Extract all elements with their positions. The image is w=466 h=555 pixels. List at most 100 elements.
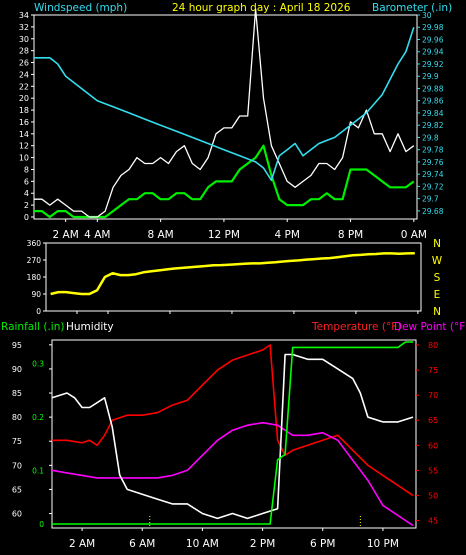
windspeed-legend: Windspeed (mph) — [34, 2, 127, 14]
left-axis-tick-label: 6 — [24, 177, 29, 186]
temp-axis-tick-label: 75 — [428, 366, 438, 375]
temp-axis-tick-label: 70 — [428, 391, 438, 400]
series-line-humidity — [51, 353, 414, 520]
barometer-legend: Barometer (.in) — [372, 2, 452, 14]
direction-axis-tick-label: 180 — [27, 273, 42, 282]
x-axis-tick-label: 0 AM — [401, 229, 427, 241]
left-axis-tick-label: 16 — [19, 118, 29, 127]
right-axis-tick-label: 29.84 — [422, 109, 444, 118]
humidity-legend: Humidity — [66, 321, 114, 333]
series-line-wind-direction — [50, 251, 415, 296]
left-axis-tick-label: 12 — [19, 142, 29, 151]
right-axis-tick-label: 29.92 — [422, 60, 444, 69]
humidity-axis-tick-label: 65 — [12, 485, 22, 494]
right-axis-tick-label: 29.86 — [422, 97, 444, 106]
rain-axis-tick-label: 0 — [39, 520, 44, 529]
bottom-x-tick-label: 6 AM — [129, 538, 155, 550]
humidity-axis-tick-label: 90 — [12, 365, 22, 374]
bottom-x-tick-label: 2 PM — [250, 538, 275, 550]
humidity-axis-tick-label: 60 — [12, 510, 22, 519]
bottom-x-tick-label: 2 AM — [69, 538, 95, 550]
temperature-legend: Temperature (°F) — [311, 321, 401, 333]
series-line-dew — [51, 421, 414, 527]
compass-label: S — [434, 272, 441, 284]
right-axis-tick-label: 29.74 — [422, 170, 444, 179]
x-axis-tick-label: 12 PM — [208, 229, 240, 241]
left-axis-tick-label: 20 — [19, 94, 29, 103]
left-axis-tick-label: 8 — [24, 165, 29, 174]
right-axis-tick-label: 29.78 — [422, 146, 444, 155]
temp-axis-tick-label: 60 — [428, 441, 438, 450]
rainfall-legend: Rainfall (.in) — [1, 321, 64, 333]
direction-axis-tick-label: 360 — [27, 239, 42, 248]
right-axis-tick-label: 29.94 — [422, 48, 444, 57]
rain-axis-tick-label: 0.2 — [32, 413, 44, 422]
right-axis-tick-label: 29.98 — [422, 23, 444, 32]
humidity-axis-tick-label: 95 — [12, 341, 22, 350]
left-axis-tick-label: 0 — [24, 213, 29, 222]
x-axis-tick-label: 8 PM — [338, 229, 363, 241]
humidity-axis-tick-label: 80 — [12, 413, 22, 422]
x-axis-tick-label: 4 PM — [275, 229, 300, 241]
right-axis-tick-label: 29.9 — [422, 72, 439, 81]
temp-humidity-rain-chart: Rainfall (.in) Humidity Temperature (°F)… — [1, 321, 466, 550]
compass-label: N — [433, 306, 441, 318]
mid-plot-frame — [45, 242, 422, 312]
left-axis-tick-label: 22 — [19, 82, 29, 91]
direction-axis-tick-label: 270 — [27, 256, 42, 265]
left-axis-tick-label: 14 — [19, 130, 29, 139]
right-axis-tick-label: 29.82 — [422, 121, 444, 130]
series-line-wind_gust — [34, 8, 415, 218]
direction-axis-tick-label: 90 — [31, 290, 41, 299]
bottom-x-tick-label: 10 AM — [186, 538, 219, 550]
humidity-axis-tick-label: 70 — [12, 461, 22, 470]
right-axis-tick-label: 29.88 — [422, 84, 444, 93]
bottom-x-tick-label: 6 PM — [310, 538, 335, 550]
compass-label: E — [434, 289, 441, 301]
rain-axis-tick-label: 0.1 — [32, 466, 44, 475]
series-line-rain — [52, 341, 413, 525]
temp-axis-tick-label: 50 — [428, 491, 438, 500]
bottom-plot-frame — [51, 339, 417, 529]
humidity-axis-tick-label: 75 — [12, 437, 22, 446]
compass-label: N — [433, 238, 441, 250]
wind-barometer-chart: Windspeed (mph) 24 hour graph day : Apri… — [19, 2, 452, 241]
x-axis-tick-label: 2 AM — [53, 229, 79, 241]
left-axis-tick-label: 32 — [19, 23, 29, 32]
chart-title: 24 hour graph day : April 18 2026 — [172, 2, 351, 14]
dewpoint-legend: Dew Point (°F) — [394, 321, 466, 333]
temp-axis-tick-label: 80 — [428, 341, 438, 350]
temp-axis-tick-label: 65 — [428, 416, 438, 425]
series-line-wind_avg — [34, 144, 415, 219]
left-axis-tick-label: 4 — [24, 189, 29, 198]
right-axis-tick-label: 29.7 — [422, 195, 439, 204]
series-line-baro — [34, 26, 415, 182]
left-axis-tick-label: 2 — [24, 201, 29, 210]
right-axis-tick-label: 29.72 — [422, 182, 444, 191]
temp-axis-tick-label: 55 — [428, 466, 438, 475]
bottom-x-tick-label: 10 PM — [367, 538, 399, 550]
humidity-axis-tick-label: 85 — [12, 389, 22, 398]
left-axis-tick-label: 24 — [19, 70, 29, 79]
left-axis-tick-label: 34 — [19, 11, 29, 20]
left-axis-tick-label: 26 — [19, 59, 29, 68]
rain-axis-tick-label: 0.3 — [32, 359, 44, 368]
top-plot-frame — [33, 14, 418, 220]
right-axis-tick-label: 30 — [422, 11, 432, 20]
x-axis-tick-label: 8 AM — [147, 229, 173, 241]
right-axis-tick-label: 29.8 — [422, 133, 439, 142]
left-axis-tick-label: 18 — [19, 106, 29, 115]
right-axis-tick-label: 29.96 — [422, 35, 444, 44]
x-axis-tick-label: 4 AM — [84, 229, 110, 241]
left-axis-tick-label: 10 — [19, 154, 29, 163]
series-line-temp — [52, 344, 414, 497]
direction-axis-tick-label: 0 — [36, 307, 41, 316]
left-axis-tick-label: 28 — [19, 47, 29, 56]
right-axis-tick-label: 29.76 — [422, 158, 444, 167]
left-axis-tick-label: 30 — [19, 35, 29, 44]
right-axis-tick-label: 29.68 — [422, 207, 444, 216]
temp-axis-tick-label: 45 — [428, 516, 438, 525]
compass-label: W — [432, 255, 443, 267]
